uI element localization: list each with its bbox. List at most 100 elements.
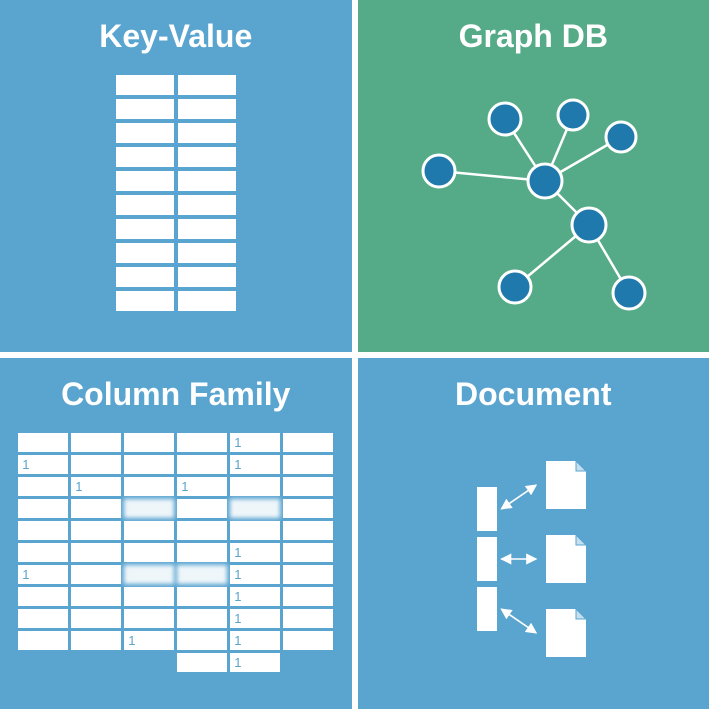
graph-node xyxy=(613,277,645,309)
column-family-cell xyxy=(177,433,227,452)
key-value-cell xyxy=(116,171,174,191)
column-family-cell: 1 xyxy=(230,609,280,628)
column-family-cell: 1 xyxy=(18,455,68,474)
key-value-cell xyxy=(116,99,174,119)
column-family-cell xyxy=(283,631,333,650)
key-value-cell xyxy=(178,243,236,263)
key-value-cell xyxy=(178,267,236,287)
column-family-cell xyxy=(283,499,333,518)
column-family-cell xyxy=(283,565,333,584)
column-family-cell xyxy=(124,433,174,452)
column-family-one-label: 1 xyxy=(22,458,29,471)
title-graph-db: Graph DB xyxy=(459,18,608,55)
key-value-table xyxy=(116,75,236,311)
graph-node xyxy=(528,164,562,198)
document-key-cell xyxy=(477,487,497,531)
column-family-cell xyxy=(177,587,227,606)
column-family-cell xyxy=(71,565,121,584)
column-family-one-label: 1 xyxy=(234,458,241,471)
column-family-one-label: 1 xyxy=(22,568,29,581)
column-family-one-label: 1 xyxy=(234,634,241,647)
document-key-cell xyxy=(477,587,497,631)
column-family-cell xyxy=(18,433,68,452)
document-page-icon xyxy=(542,609,590,657)
document-page-icon xyxy=(542,461,590,509)
column-family-one-label: 1 xyxy=(234,656,241,669)
column-family-cell: 1 xyxy=(230,631,280,650)
column-family-cell xyxy=(18,631,68,650)
key-value-cell xyxy=(116,267,174,287)
title-column-family: Column Family xyxy=(61,376,290,413)
column-family-one-label: 1 xyxy=(234,568,241,581)
column-family-cell xyxy=(71,433,121,452)
key-value-cell xyxy=(178,147,236,167)
column-family-cell xyxy=(283,653,333,672)
key-value-cell xyxy=(178,171,236,191)
column-family-cell xyxy=(124,499,174,518)
column-family-cell xyxy=(124,543,174,562)
key-value-cell xyxy=(116,243,174,263)
column-family-cell xyxy=(177,521,227,540)
key-value-cell xyxy=(116,219,174,239)
column-family-cell xyxy=(283,455,333,474)
document-diagram xyxy=(358,461,709,657)
column-family-cell xyxy=(71,455,121,474)
column-family-cell xyxy=(283,433,333,452)
key-value-cell xyxy=(116,123,174,143)
document-icons-column xyxy=(542,461,590,657)
panel-key-value: Key-Value xyxy=(0,0,352,352)
column-family-cell xyxy=(124,477,174,496)
key-value-cell xyxy=(178,75,236,95)
column-family-cell xyxy=(124,565,174,584)
panel-column-family: Column Family 1 1 1 1 1 1 1 1 1 1 1 1 1 xyxy=(0,358,352,709)
document-key-column xyxy=(477,487,497,631)
key-value-cell xyxy=(178,291,236,311)
key-value-cell xyxy=(116,75,174,95)
column-family-cell xyxy=(283,477,333,496)
column-family-cell: 1 xyxy=(230,455,280,474)
column-family-cell xyxy=(124,521,174,540)
column-family-table: 1 1 1 1 1 1 1 1 1 1 1 1 1 xyxy=(18,433,333,672)
column-family-cell xyxy=(18,653,68,672)
column-family-cell xyxy=(283,609,333,628)
graph-node xyxy=(489,103,521,135)
column-family-one-label: 1 xyxy=(234,436,241,449)
column-family-cell xyxy=(71,631,121,650)
column-family-cell xyxy=(18,587,68,606)
document-key-cell xyxy=(477,537,497,581)
column-family-cell xyxy=(18,609,68,628)
column-family-cell xyxy=(177,653,227,672)
document-arrow xyxy=(501,485,536,509)
column-family-cell: 1 xyxy=(230,543,280,562)
column-family-one-label: 1 xyxy=(234,612,241,625)
column-family-cell xyxy=(177,631,227,650)
key-value-cell xyxy=(178,99,236,119)
document-arrows xyxy=(358,461,709,657)
column-family-cell: 1 xyxy=(71,477,121,496)
column-family-cell xyxy=(283,521,333,540)
column-family-cell xyxy=(71,609,121,628)
column-family-one-label: 1 xyxy=(181,480,188,493)
column-family-cell xyxy=(177,565,227,584)
key-value-cell xyxy=(116,147,174,167)
document-page-icon xyxy=(542,535,590,583)
panel-graph-db: Graph DB xyxy=(358,0,709,352)
column-family-cell: 1 xyxy=(18,565,68,584)
graph-node xyxy=(572,208,606,242)
title-document: Document xyxy=(455,376,611,413)
column-family-cell xyxy=(71,499,121,518)
key-value-cell xyxy=(178,219,236,239)
column-family-cell xyxy=(71,653,121,672)
column-family-one-label: 1 xyxy=(75,480,82,493)
column-family-one-label: 1 xyxy=(234,590,241,603)
graph-node xyxy=(606,122,636,152)
column-family-cell: 1 xyxy=(230,433,280,452)
column-family-cell: 1 xyxy=(177,477,227,496)
column-family-cell xyxy=(18,543,68,562)
column-family-cell xyxy=(71,543,121,562)
key-value-cell xyxy=(178,123,236,143)
column-family-cell xyxy=(71,521,121,540)
column-family-cell: 1 xyxy=(230,565,280,584)
column-family-cell: 1 xyxy=(124,631,174,650)
panel-document: Document xyxy=(358,358,709,709)
